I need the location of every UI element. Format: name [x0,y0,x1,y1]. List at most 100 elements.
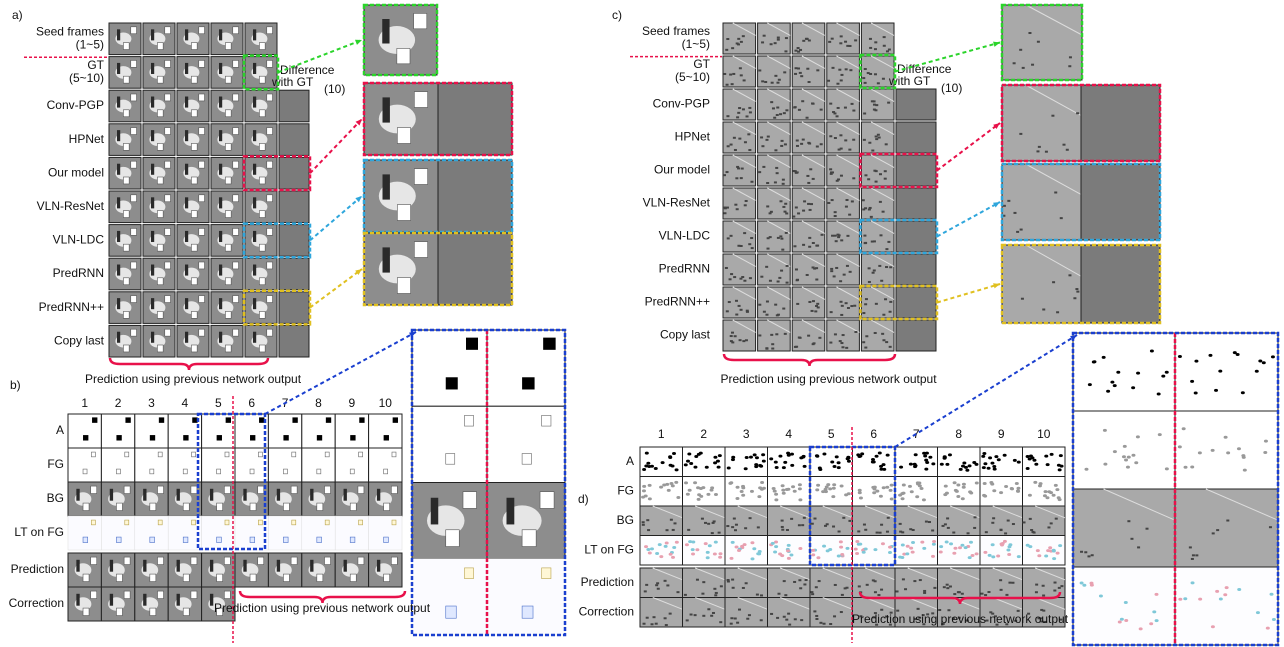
fg-tile [135,448,168,482]
horse-shape [185,298,188,309]
blob [872,461,876,464]
blob [991,555,995,558]
row-label: LT on FG [14,525,64,539]
blob [1103,463,1107,466]
horse-shape [253,63,256,74]
car [802,244,805,246]
blob [718,454,722,457]
blob [1157,393,1161,396]
horse-shape [185,97,188,108]
car [800,75,803,77]
digit [157,278,163,285]
zoom-link [937,202,1000,237]
blob [774,493,778,496]
blob [1004,485,1008,488]
car [947,527,950,529]
car [1087,555,1090,557]
row-label: HPNet [69,132,105,146]
tile [895,447,938,477]
car [748,107,751,109]
tile [1023,536,1066,566]
blob [858,455,862,458]
car [837,234,840,236]
difference-thumbnail [279,124,309,156]
car [812,242,815,244]
blob [890,497,894,500]
blob [774,498,778,501]
lt-digit [225,520,229,525]
horse-shape [117,97,120,108]
blob [1178,598,1182,601]
blob [939,545,943,548]
frame-thumbnail [758,155,791,186]
car [777,281,780,283]
car [847,307,850,309]
car [875,136,878,138]
blob [662,484,666,487]
car [943,586,946,588]
blob [920,487,924,490]
car [1012,523,1015,525]
car [812,103,815,105]
digit [224,486,230,493]
horse-shape [151,332,154,343]
car [736,42,739,44]
blob [661,461,665,464]
tile [1073,333,1175,411]
car [826,523,829,525]
car [815,586,818,588]
blob [923,454,927,457]
blob [799,456,803,459]
blob [890,484,894,487]
car [795,67,798,69]
blob [787,544,791,547]
car [834,137,837,139]
car [1080,551,1083,553]
blob [1183,597,1187,600]
car [694,614,697,616]
car [839,134,842,136]
blob [953,481,957,484]
car [731,83,734,85]
car [889,301,892,303]
blob [706,556,710,559]
horse-shape [185,63,188,74]
frame-thumbnail [827,122,860,153]
blob [694,455,698,458]
car [833,275,836,277]
blob [906,545,910,548]
car [765,266,768,268]
fg-tile [302,448,335,482]
blob [687,453,691,456]
car [867,72,870,74]
blob [798,498,802,501]
digit [259,211,265,218]
blob [757,552,761,555]
car [736,208,739,210]
difference-thumbnail [896,89,936,120]
blob [1122,455,1126,458]
blob [736,486,740,489]
column-number: 4 [182,396,189,410]
digit [397,278,410,294]
blob [699,487,703,490]
car [774,181,777,183]
blob [975,481,979,484]
frame-thumbnail [725,506,768,536]
car [864,303,867,305]
car [850,305,853,307]
car [750,181,753,183]
blob [994,455,998,458]
blob [928,456,932,459]
blob [671,556,675,559]
car [766,205,769,207]
blob [740,490,744,493]
digit [259,311,265,318]
digit [158,557,164,564]
frame-thumbnail [810,568,853,598]
digit [124,591,130,598]
difference-thumbnail [896,254,936,285]
blob [646,462,650,465]
car [758,304,761,306]
car [783,616,786,618]
